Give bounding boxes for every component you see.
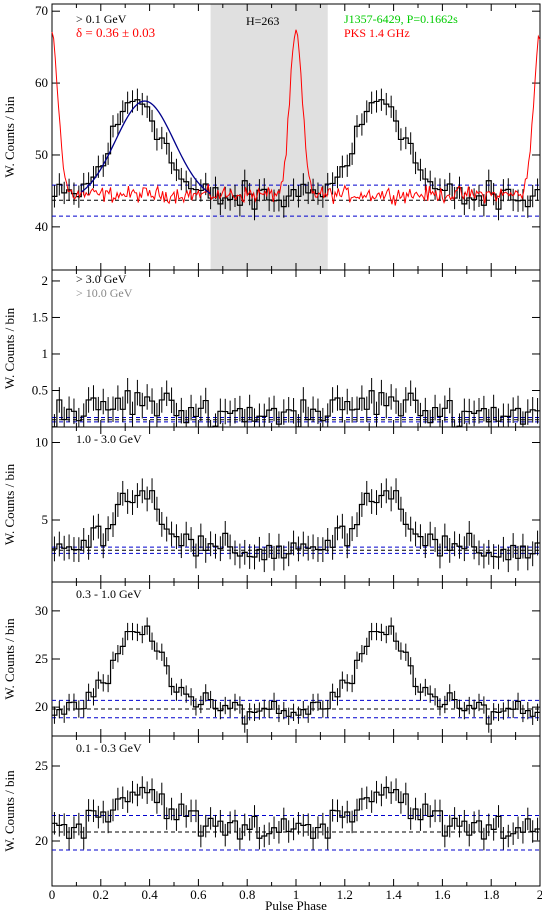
gaussian-fit-curve [80,100,211,195]
x-tick-label: 0.4 [141,887,158,902]
panel-top: 40 50 60 70 W. Counts / bin [2,3,541,271]
y-tick-label: 0.5 [32,382,48,397]
y-tick-label: 1 [42,346,49,361]
panel-1to3: 5 10 W. Counts / bin [2,426,541,583]
y-axis-label: W. Counts / bin [2,618,17,700]
highlight-band [210,4,328,270]
energy-label-1to3: 1.0 - 3.0 GeV [76,432,142,446]
count-histogram [52,786,540,840]
y-axis-label: W. Counts / bin [2,307,17,389]
y-tick-label: 10 [35,435,48,450]
x-tick-label: 1.6 [434,887,451,902]
y-tick-label: 20 [35,699,48,714]
x-tick-label: 2 [537,887,542,902]
count-histogram [52,490,540,561]
radio-label: PKS 1.4 GHz [344,26,410,40]
radio-profile [51,29,541,206]
panel-frame [51,735,541,887]
y-tick-label: 50 [35,147,48,162]
y-tick-label: 25 [35,758,48,773]
energy-label-ge3: > 3.0 GeV [76,272,127,286]
x-tick-label: 1.8 [483,887,499,902]
energy-label-ge10: > 10.0 GeV [76,286,133,300]
count-histogram [52,390,540,428]
x-tick-label: 0.8 [239,887,255,902]
panel-0.3to1: 20 25 30 W. Counts / bin [2,581,541,737]
panel-0.1to0.3: 20 25 W. Counts / bin [2,735,541,887]
count-histogram [52,625,540,725]
x-tick-label: 1 [293,887,300,902]
pulsar-label: J1357-6429, P=0.1662s [344,12,458,26]
htest-label: H=263 [246,14,279,28]
energy-label-0.3to1: 0.3 - 1.0 GeV [76,587,142,601]
y-tick-label: 5 [42,512,49,527]
panel-frame [51,426,541,583]
energy-label-top: > 0.1 GeV [76,12,127,26]
y-tick-label: 20 [35,833,48,848]
y-tick-label: 40 [35,219,48,234]
y-tick-label: 25 [35,651,48,666]
energy-label-0.1to0.3: 0.1 - 0.3 GeV [76,741,142,755]
y-tick-label: 60 [35,75,48,90]
x-tick-label: 0.6 [190,887,207,902]
x-tick-label: 0.2 [93,887,109,902]
y-tick-label: 1.5 [32,309,48,324]
x-tick-label: 0 [49,887,56,902]
x-axis-label: Pulse Phase [265,898,327,913]
panel-ge3: 0.5 1 1.5 2 W. Counts / bin [2,269,541,428]
y-tick-label: 2 [42,273,49,288]
x-tick-label: 1.2 [337,887,353,902]
y-tick-label: 30 [35,603,48,618]
y-axis-label: W. Counts / bin [2,96,17,178]
x-tick-label: 1.4 [385,887,402,902]
delta-label: δ = 0.36 ± 0.03 [76,25,155,40]
y-tick-label: 70 [35,3,48,18]
y-axis-label: W. Counts / bin [2,463,17,545]
y-axis-label: W. Counts / bin [2,770,17,852]
